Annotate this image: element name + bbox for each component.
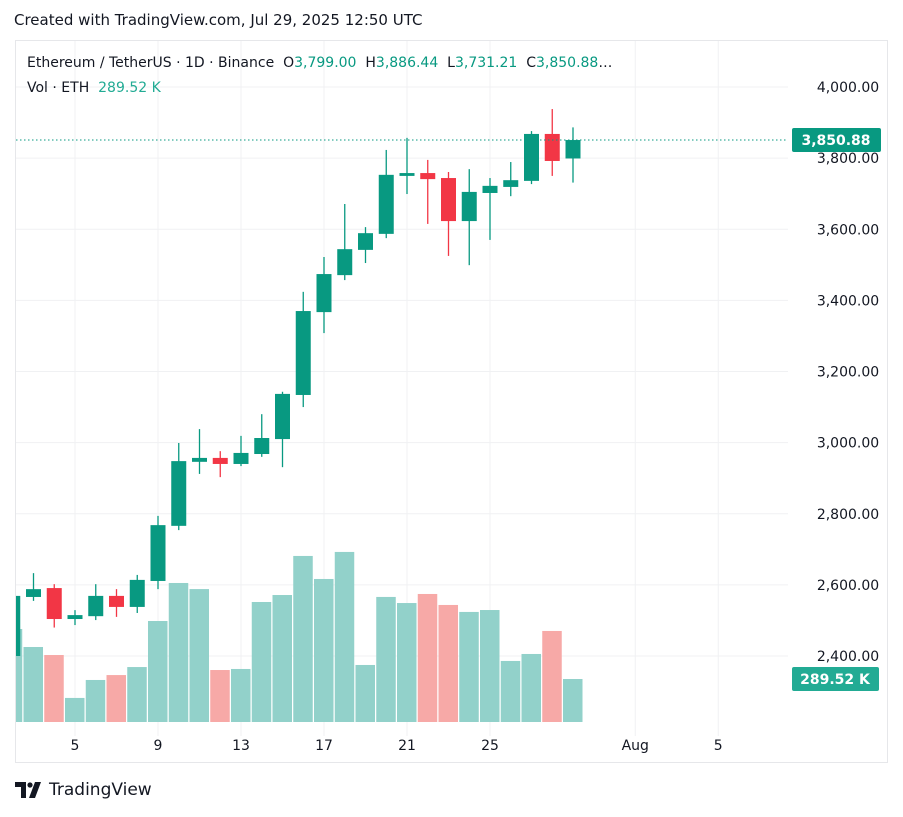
- volume-bar: [272, 595, 292, 722]
- volume-bar: [459, 611, 479, 722]
- price-tick-label: 3,600.00: [817, 222, 879, 238]
- candle-body: [420, 173, 436, 180]
- candle-body: [358, 233, 373, 250]
- volume-bar: [65, 697, 85, 722]
- volume-bar: [127, 667, 147, 722]
- time-tick-label: 5: [714, 738, 723, 754]
- candle-body: [295, 311, 311, 395]
- tradingview-logo[interactable]: TradingView: [15, 780, 152, 800]
- candle-body: [192, 457, 207, 462]
- volume-bar: [23, 646, 43, 722]
- price-tick-label: 2,800.00: [817, 507, 879, 523]
- high-label: H: [365, 55, 376, 71]
- volume-bar: [293, 555, 313, 722]
- candle-body: [524, 133, 539, 181]
- price-tick-label: 3,800.00: [817, 151, 879, 167]
- high-value: 3,886.44: [375, 55, 439, 71]
- candle-body: [316, 274, 332, 313]
- symbol-label[interactable]: Ethereum / TetherUS · 1D · Binance: [27, 55, 275, 71]
- volume-bar: [210, 670, 230, 722]
- plot-area: [16, 109, 583, 722]
- volume-bar: [44, 655, 64, 722]
- candle-body: [109, 595, 124, 607]
- volume-legend: Vol · ETH 289.52 K: [27, 80, 161, 96]
- ohlc-legend: Ethereum / TetherUS · 1D · Binance O3,79…: [27, 55, 612, 71]
- volume-bar: [16, 629, 23, 722]
- chart-frame: [15, 40, 888, 763]
- time-tick-label: 25: [481, 738, 499, 754]
- volume-bar: [500, 660, 521, 722]
- candle-body: [275, 393, 290, 440]
- volume-bar: [168, 582, 189, 722]
- candle-body: [16, 595, 21, 656]
- price-tick-label: 3,000.00: [817, 436, 879, 452]
- time-tick-label: 21: [398, 738, 416, 754]
- candle-body: [461, 191, 477, 222]
- candle-body: [26, 589, 41, 597]
- volume-bar: [521, 653, 541, 722]
- candle-body: [233, 452, 249, 464]
- volume-bar: [397, 603, 417, 722]
- open-label: O: [283, 55, 295, 71]
- volume-bar: [148, 621, 168, 722]
- last-price-label: 3,850.88: [801, 133, 870, 149]
- price-tick-label: 4,000.00: [817, 80, 879, 96]
- time-tick-label: 5: [71, 738, 80, 754]
- tradingview-logo-icon: [15, 782, 41, 798]
- time-tick-label: 9: [154, 738, 163, 754]
- low-value: 3,731.21: [454, 55, 518, 71]
- open-value: 3,799.00: [294, 55, 357, 71]
- last-price-badge: [792, 128, 881, 153]
- candle-body: [46, 588, 62, 620]
- candle-body: [337, 249, 353, 276]
- volume-bar: [85, 679, 106, 722]
- price-tick-label: 3,400.00: [817, 293, 879, 309]
- candle-body: [254, 438, 270, 455]
- volume-bar: [563, 679, 583, 722]
- created-with-caption: Created with TradingView.com, Jul 29, 20…: [14, 11, 423, 29]
- candle-body: [171, 461, 187, 526]
- candle-body: [88, 595, 104, 617]
- candle-body: [378, 174, 394, 234]
- close-label: C: [526, 55, 536, 71]
- volume-bar: [314, 578, 334, 722]
- volume-bar: [251, 601, 272, 722]
- candle-body: [565, 140, 581, 159]
- volume-bar: [438, 604, 458, 722]
- volume-bar: [189, 589, 209, 722]
- volume-bar: [106, 675, 126, 722]
- price-tick-label: 2,600.00: [817, 578, 879, 594]
- legend-ellipsis: …: [598, 55, 613, 71]
- low-label: L: [447, 55, 455, 71]
- close-value: 3,850.88: [536, 55, 599, 71]
- volume-bar: [355, 664, 375, 722]
- time-tick-label: 17: [315, 738, 333, 754]
- time-tick-label: Aug: [622, 738, 649, 754]
- candle-body: [129, 579, 145, 607]
- candle-body: [482, 185, 498, 193]
- volume-bar: [542, 630, 562, 722]
- candle-body: [544, 133, 560, 161]
- volume-bar: [334, 551, 355, 722]
- last-volume-label: 289.52 K: [800, 672, 871, 688]
- volume-bar: [417, 593, 438, 722]
- price-tick-label: 3,200.00: [817, 365, 879, 381]
- volume-bar: [231, 668, 251, 722]
- candle-body: [67, 615, 83, 620]
- volume-bar: [376, 596, 396, 722]
- logo-text: TradingView: [49, 780, 152, 800]
- time-tick-label: 13: [232, 738, 250, 754]
- last-volume-badge: [792, 667, 879, 691]
- volume-label[interactable]: Vol · ETH: [27, 80, 90, 96]
- volume-value: 289.52 K: [98, 80, 161, 96]
- volume-bar: [480, 610, 500, 722]
- candle-body: [150, 525, 166, 581]
- candle-body: [503, 180, 519, 187]
- candle-body: [399, 173, 415, 176]
- candle-body: [441, 178, 456, 222]
- price-tick-label: 2,400.00: [817, 649, 879, 665]
- candle-body: [212, 457, 228, 464]
